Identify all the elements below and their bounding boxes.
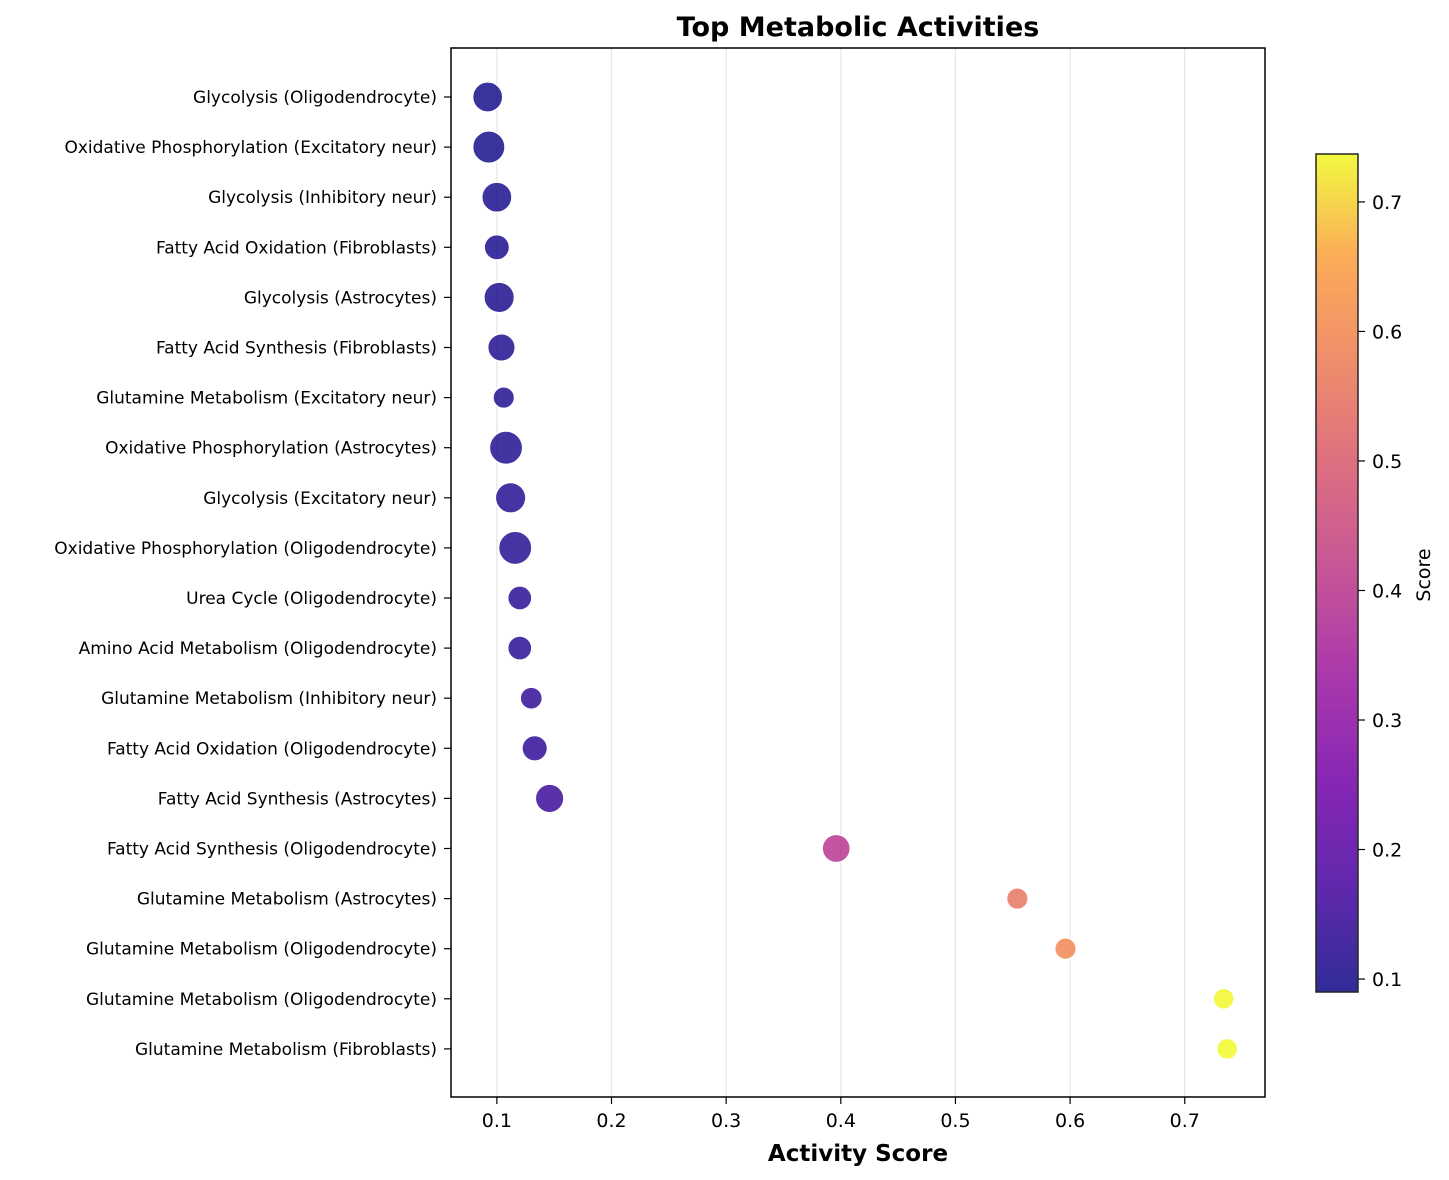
y-tick-label: Glycolysis (Excitatory neur) bbox=[203, 489, 437, 509]
x-tick-label: 0.2 bbox=[596, 1110, 626, 1132]
colorbar-tick-label: 0.1 bbox=[1372, 969, 1402, 991]
y-tick-label: Glycolysis (Astrocytes) bbox=[244, 288, 437, 308]
data-point bbox=[483, 281, 516, 314]
y-axis-ticks: Glycolysis (Oligodendrocyte) Oxidative Ph… bbox=[54, 88, 451, 1060]
data-point bbox=[488, 430, 524, 466]
data-point bbox=[821, 833, 852, 864]
data-point bbox=[1215, 1037, 1239, 1061]
data-point bbox=[1005, 886, 1030, 911]
y-tick-label: Oxidative Phosphorylation (Astrocytes) bbox=[105, 439, 437, 459]
plot-frame bbox=[450, 47, 1266, 1098]
chart-title: Top Metabolic Activities bbox=[677, 12, 1040, 43]
y-tick-label: Amino Acid Metabolism (Oligodendrocyte) bbox=[79, 639, 437, 659]
y-tick-label: Glutamine Metabolism (Oligodendrocyte) bbox=[86, 990, 437, 1010]
data-point bbox=[521, 734, 549, 762]
x-tick-label: 0.6 bbox=[1055, 1110, 1085, 1132]
colorbar-tick-label: 0.5 bbox=[1372, 451, 1402, 473]
data-points bbox=[471, 81, 1239, 1061]
colorbar-tick-label: 0.6 bbox=[1372, 321, 1402, 343]
x-tick-label: 0.4 bbox=[826, 1110, 856, 1132]
data-point bbox=[519, 686, 544, 711]
y-tick-label: Fatty Acid Oxidation (Oligodendrocyte) bbox=[107, 739, 437, 759]
y-tick-label: Glutamine Metabolism (Fibroblasts) bbox=[135, 1040, 437, 1060]
y-tick-label: Glutamine Metabolism (Oligodendrocyte) bbox=[86, 940, 437, 960]
data-point bbox=[471, 130, 506, 165]
y-tick-label: Glutamine Metabolism (Astrocytes) bbox=[137, 890, 437, 910]
data-point bbox=[1053, 937, 1078, 961]
colorbar-tick-label: 0.2 bbox=[1372, 840, 1402, 862]
y-tick-label: Oxidative Phosphorylation (Oligodendrocy… bbox=[54, 539, 437, 559]
data-point bbox=[506, 585, 533, 611]
grid-lines bbox=[496, 48, 1186, 1097]
y-tick-label: Oxidative Phosphorylation (Excitatory ne… bbox=[64, 138, 437, 158]
y-tick-label: Glycolysis (Oligodendrocyte) bbox=[193, 88, 437, 108]
x-axis-ticks: 0.1 0.2 0.3 0.4 0.5 0.6 0.7 bbox=[482, 1097, 1200, 1132]
y-tick-label: Fatty Acid Synthesis (Fibroblasts) bbox=[156, 339, 437, 359]
data-point bbox=[486, 332, 517, 363]
y-tick-label: Fatty Acid Synthesis (Oligodendrocyte) bbox=[107, 840, 437, 860]
data-point bbox=[506, 635, 533, 662]
colorbar bbox=[1315, 153, 1359, 993]
x-tick-label: 0.1 bbox=[482, 1110, 512, 1132]
y-tick-label: Urea Cycle (Oligodendrocyte) bbox=[186, 589, 437, 609]
data-point bbox=[471, 81, 504, 113]
y-tick-label: Glycolysis (Inhibitory neur) bbox=[208, 188, 437, 208]
x-tick-label: 0.7 bbox=[1170, 1110, 1200, 1132]
x-tick-label: 0.3 bbox=[711, 1110, 741, 1132]
data-point bbox=[494, 481, 527, 514]
data-point bbox=[497, 530, 533, 566]
colorbar-ticks: 0.1 0.2 0.3 0.4 0.5 0.6 0.7 bbox=[1358, 192, 1402, 991]
colorbar-tick-label: 0.7 bbox=[1372, 192, 1402, 214]
data-point bbox=[480, 181, 513, 214]
data-point bbox=[483, 233, 511, 261]
x-axis-label: Activity Score bbox=[768, 1141, 948, 1167]
y-tick-label: Glutamine Metabolism (Inhibitory neur) bbox=[101, 689, 437, 709]
y-tick-label: Fatty Acid Synthesis (Astrocytes) bbox=[158, 789, 437, 809]
x-tick-label: 0.5 bbox=[940, 1110, 970, 1132]
data-point bbox=[492, 385, 516, 410]
data-point bbox=[1212, 987, 1236, 1011]
colorbar-tick-label: 0.3 bbox=[1372, 710, 1402, 732]
data-point bbox=[534, 783, 565, 814]
y-tick-label: Fatty Acid Oxidation (Fibroblasts) bbox=[156, 238, 437, 258]
colorbar-tick-label: 0.4 bbox=[1372, 580, 1402, 602]
colorbar-label: Score bbox=[1413, 548, 1435, 601]
y-tick-label: Glutamine Metabolism (Excitatory neur) bbox=[96, 389, 437, 409]
